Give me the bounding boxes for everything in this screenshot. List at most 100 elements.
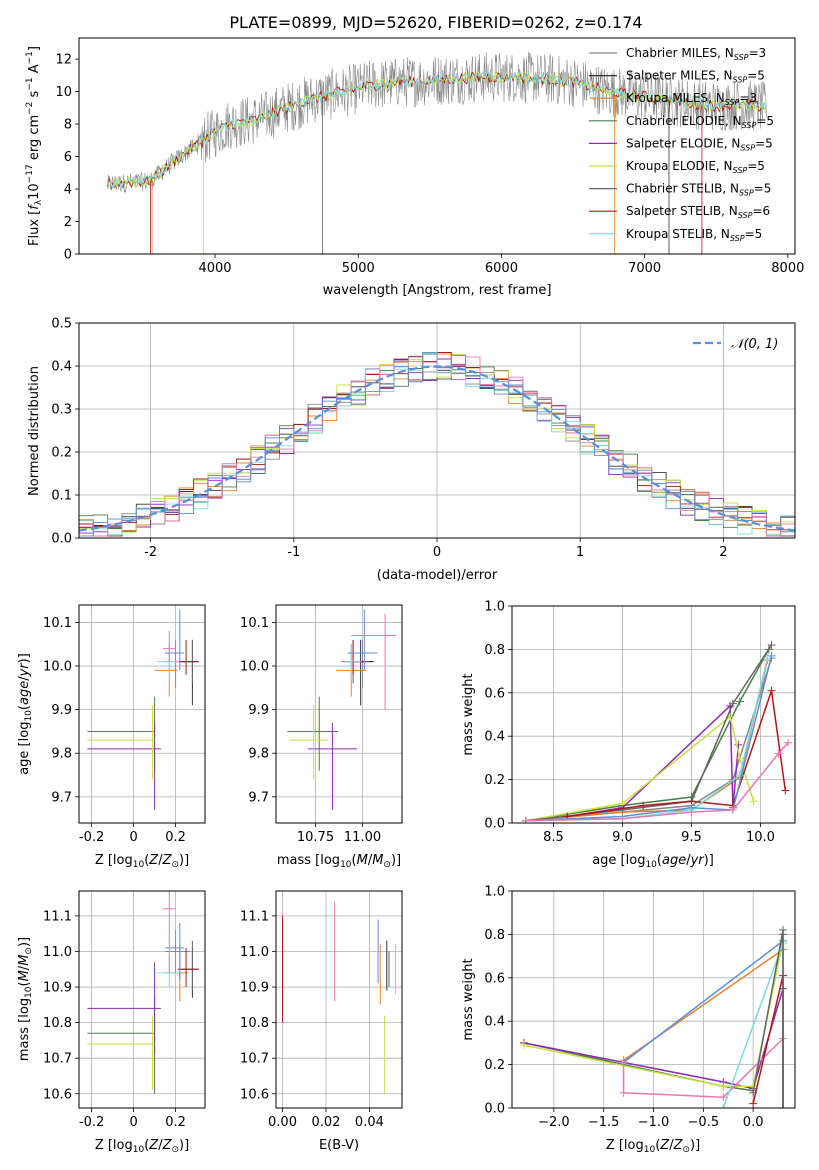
legend-n-value: =6 <box>752 204 770 218</box>
mass-vs-extinction-panel: 0.00 0.02 0.04 10.6 10.7 10.8 10.9 11.0 11.1 E(B-… <box>240 890 403 1153</box>
legend-n-sub: SSP <box>739 189 754 198</box>
legend-n-sub: SSP <box>742 121 757 130</box>
series-marker <box>735 697 744 706</box>
figure-title: PLATE=0899, MJD=52620, FIBERID=0262, z=0… <box>229 13 642 32</box>
legend-label: Chabrier MILES <box>626 46 717 60</box>
legend-n-prefix: , N <box>708 91 725 105</box>
series-marker <box>779 1104 788 1108</box>
x-axis-label: mass [log10(M/M⊙)] <box>277 853 401 870</box>
y-tick-label: 10.7 <box>43 1052 72 1067</box>
x-tick-label: 0.2 <box>165 1115 186 1130</box>
y-tick-label: 4 <box>64 183 72 198</box>
axes-frame <box>275 890 403 1109</box>
series-marker <box>728 699 737 708</box>
series-marker <box>618 814 627 823</box>
x-tick-label: 5000 <box>342 261 375 276</box>
y-tick-label: 0.5 <box>51 317 72 332</box>
x-tick-label: 7000 <box>628 261 661 276</box>
y-tick-label: 0.4 <box>484 730 505 745</box>
axes-frame <box>78 37 796 255</box>
y-tick-label: 9.7 <box>248 790 269 805</box>
x-tick-label: 6000 <box>485 261 518 276</box>
y-tick-label: 10.8 <box>240 1016 269 1031</box>
mass-vs-metallicity-panel: -0.2 0 0.2 10.6 10.7 10.8 10.9 11.0 11.1 Z [log10… <box>17 890 206 1155</box>
x-tick-label: 2 <box>719 545 727 560</box>
legend-n-prefix: , N <box>721 204 738 218</box>
series-line <box>567 690 787 818</box>
mass-weight-vs-metallicity-panel: −2.0 −1.5 −1.0 −0.5 0.0 0.0 0.2 0.4 0.6 0.8 1.0 mas… <box>461 885 796 1155</box>
series-marker <box>687 808 696 817</box>
y-tick-label: 0.4 <box>51 360 72 375</box>
y-tick-label: 11.1 <box>43 909 72 924</box>
legend-n-value: =5 <box>754 182 772 196</box>
age-vs-metallicity-panel: -0.2 0 0.2 9.7 9.8 9.9 10.0 10.1 Z [log10(Z/Z⊙)]… <box>17 604 206 870</box>
legend-label: Salpeter STELIB <box>626 204 721 218</box>
spectrum-model-line <box>107 70 767 189</box>
series-line <box>752 975 784 1108</box>
x-tick-label: 9.0 <box>612 830 633 845</box>
x-axis-label: (data-model)/error <box>377 568 498 583</box>
series-marker <box>619 1088 628 1097</box>
y-tick-label: 9.7 <box>51 790 72 805</box>
series-marker <box>767 651 776 660</box>
y-tick-label: 10.6 <box>240 1087 269 1102</box>
series-marker <box>749 1088 758 1097</box>
x-tick-label: 0.04 <box>355 1115 384 1130</box>
x-tick-label: 0.0 <box>743 1115 764 1130</box>
x-axis-label: wavelength [Angstrom, rest frame] <box>323 283 552 298</box>
x-axis-label: E(B-V) <box>319 1138 359 1153</box>
x-tick-label: −1.0 <box>638 1115 670 1130</box>
spectrum-panel: 4000 5000 6000 7000 8000 0 2 4 6 8 10 12 wavelength … <box>25 37 804 298</box>
axes-frame <box>78 604 206 824</box>
legend-n-sub: SSP <box>738 211 753 220</box>
legend-n-sub: SSP <box>733 166 748 175</box>
y-tick-label: 12 <box>55 53 72 68</box>
series-marker <box>719 1093 728 1102</box>
legend-entry: 𝒩(0, 1) <box>731 337 778 352</box>
legend-entry: Kroupa ELODIE, NSSP=5 <box>626 159 765 175</box>
x-tick-label: 0 <box>129 830 137 845</box>
y-tick-label: 0.6 <box>484 971 505 986</box>
series-marker <box>519 1041 528 1050</box>
y-axis-label: Flux [fλ10−17 erg cm−2 s−1 A−1] <box>25 46 44 246</box>
legend-n-prefix: , N <box>722 182 739 196</box>
y-tick-label: 9.9 <box>51 703 72 718</box>
legend-n-prefix: , N <box>717 46 734 60</box>
y-axis-label: age [log10(age/yr)] <box>17 653 34 775</box>
series-marker <box>734 740 743 749</box>
x-tick-label: 11.00 <box>344 830 381 845</box>
series-marker <box>774 749 783 758</box>
legend-n-prefix: , N <box>713 227 730 241</box>
y-tick-label: 9.8 <box>51 747 72 762</box>
y-axis-label: mass weight <box>461 958 476 1040</box>
axes-frame <box>78 322 796 539</box>
series-marker <box>749 797 758 806</box>
legend-n-value: =5 <box>747 159 765 173</box>
series-marker <box>767 686 776 695</box>
series-marker <box>619 1058 628 1067</box>
y-tick-label: 0.0 <box>484 817 505 832</box>
plot-area <box>519 926 788 1108</box>
y-tick-label: 11.1 <box>240 909 269 924</box>
legend-n-value: =5 <box>756 114 774 128</box>
x-tick-label: 0.00 <box>268 1115 297 1130</box>
legend-n-sub: SSP <box>725 98 740 107</box>
mass-weight-vs-age-panel: 8.5 9.0 9.5 10.0 0.0 0.2 0.4 0.6 0.8 1.0 mass weig… <box>461 600 796 870</box>
series-marker <box>735 753 744 762</box>
y-tick-label: 0.8 <box>484 643 505 658</box>
legend-n-prefix: , N <box>724 136 741 150</box>
normal-reference-curve <box>79 365 795 532</box>
y-tick-label: 10.0 <box>43 660 72 675</box>
legend-n-value: =5 <box>745 227 763 241</box>
y-tick-label: 2 <box>64 215 72 230</box>
series-marker <box>781 786 790 795</box>
x-tick-label: 0.02 <box>311 1115 340 1130</box>
legend-n-sub: SSP <box>733 76 748 85</box>
spectrum-data-line <box>107 51 767 193</box>
y-tick-label: 0.1 <box>51 489 72 504</box>
plot-area <box>287 609 397 810</box>
x-tick-label: 0 <box>129 1115 137 1130</box>
plot-area <box>87 609 199 810</box>
